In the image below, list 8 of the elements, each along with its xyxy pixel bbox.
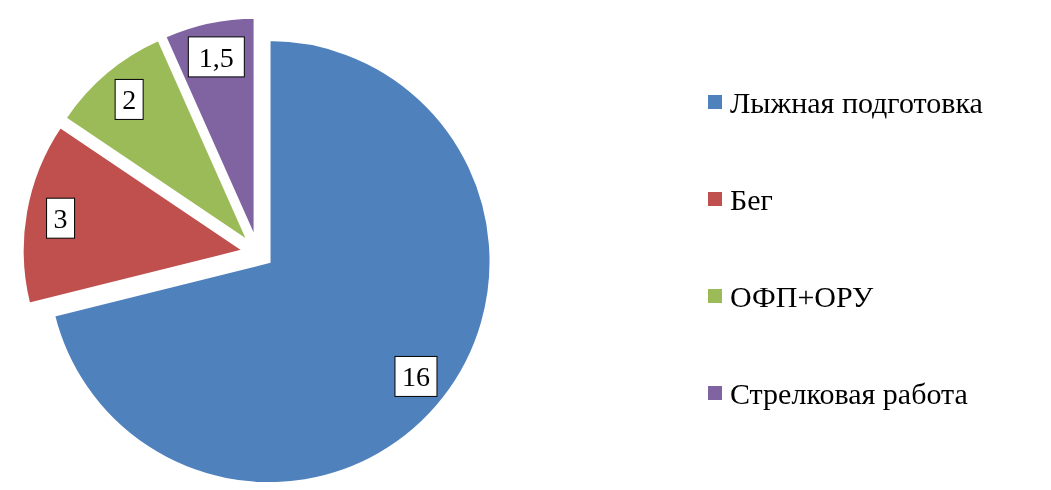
legend-label: ОФП+ОРУ	[730, 280, 874, 313]
legend-label: Стрелковая работа	[730, 377, 968, 410]
legend-label: Бег	[730, 183, 773, 216]
data-label: 16	[401, 361, 430, 393]
legend-label: Лыжная подготовка	[730, 86, 983, 119]
data-label: 3	[53, 203, 68, 235]
data-label: 2	[122, 84, 137, 116]
data-label: 1,5	[198, 41, 234, 73]
